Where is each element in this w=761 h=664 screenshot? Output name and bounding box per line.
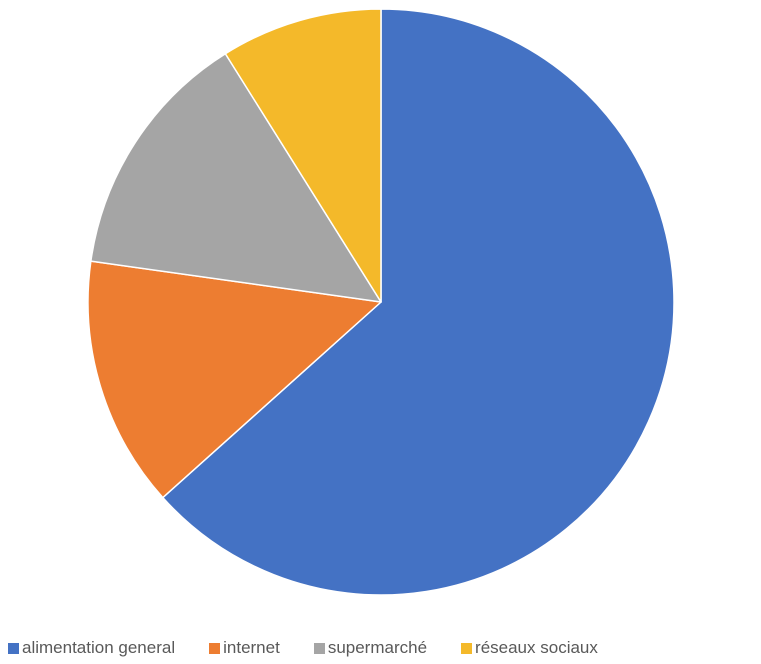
pie-slice-supermarche: [90, 52, 382, 303]
legend-label: réseaux sociaux: [475, 638, 598, 657]
pie-slice-reseaux-sociaux: [224, 8, 382, 303]
pie-plot-area: [87, 8, 675, 596]
legend-swatch-icon: [313, 642, 325, 654]
legend-item-alimentation-general: alimentation general: [8, 638, 175, 658]
legend-swatch-icon: [461, 642, 473, 654]
legend-label: supermarché: [327, 638, 428, 657]
legend-item-reseaux-sociaux: réseaux sociaux: [461, 638, 598, 658]
legend: alimentation general internet supermarch…: [8, 636, 598, 660]
legend-swatch-icon: [209, 642, 221, 654]
pie-slice-alimentation-general: [162, 8, 675, 596]
legend-swatch-icon: [8, 642, 19, 654]
legend-label: alimentation general: [22, 638, 176, 657]
legend-item-supermarche: supermarché: [313, 638, 428, 658]
legend-item-internet: internet: [209, 638, 280, 658]
legend-label: internet: [223, 638, 280, 657]
pie-slice-internet: [87, 260, 382, 499]
